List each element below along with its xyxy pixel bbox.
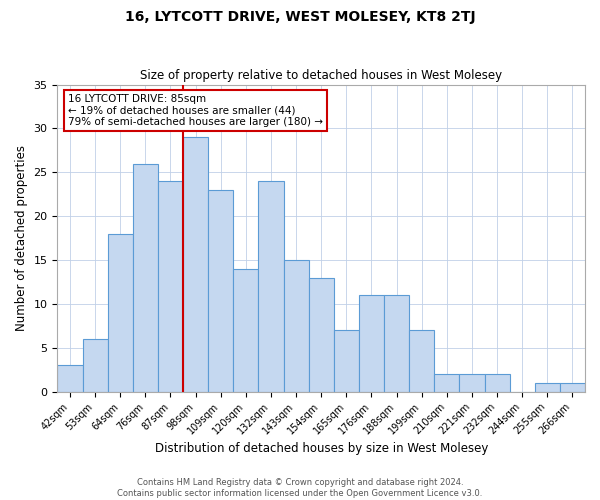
Bar bbox=[133, 164, 158, 392]
Text: 16 LYTCOTT DRIVE: 85sqm
← 19% of detached houses are smaller (44)
79% of semi-de: 16 LYTCOTT DRIVE: 85sqm ← 19% of detache… bbox=[68, 94, 323, 127]
Bar bbox=[560, 383, 585, 392]
Bar bbox=[58, 366, 83, 392]
Title: Size of property relative to detached houses in West Molesey: Size of property relative to detached ho… bbox=[140, 69, 502, 82]
Bar bbox=[107, 234, 133, 392]
Y-axis label: Number of detached properties: Number of detached properties bbox=[15, 145, 28, 331]
Bar bbox=[384, 295, 409, 392]
Bar bbox=[83, 339, 107, 392]
Bar bbox=[485, 374, 509, 392]
Bar bbox=[535, 383, 560, 392]
Bar bbox=[409, 330, 434, 392]
Bar bbox=[208, 190, 233, 392]
Text: 16, LYTCOTT DRIVE, WEST MOLESEY, KT8 2TJ: 16, LYTCOTT DRIVE, WEST MOLESEY, KT8 2TJ bbox=[125, 10, 475, 24]
Bar bbox=[334, 330, 359, 392]
X-axis label: Distribution of detached houses by size in West Molesey: Distribution of detached houses by size … bbox=[155, 442, 488, 455]
Bar bbox=[233, 269, 259, 392]
Bar bbox=[434, 374, 460, 392]
Bar bbox=[359, 295, 384, 392]
Bar bbox=[460, 374, 485, 392]
Bar bbox=[259, 181, 284, 392]
Bar bbox=[284, 260, 308, 392]
Bar bbox=[308, 278, 334, 392]
Bar bbox=[158, 181, 183, 392]
Bar bbox=[183, 137, 208, 392]
Text: Contains HM Land Registry data © Crown copyright and database right 2024.
Contai: Contains HM Land Registry data © Crown c… bbox=[118, 478, 482, 498]
